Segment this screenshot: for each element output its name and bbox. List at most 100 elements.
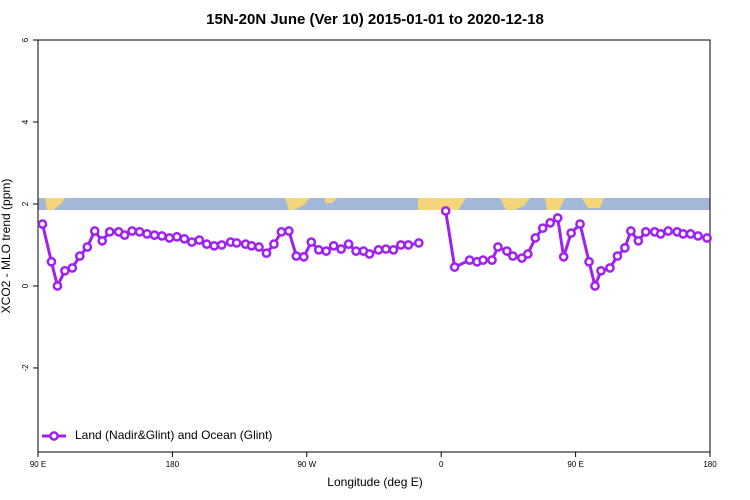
x-tick-label: 180	[703, 460, 717, 469]
x-axis-label: Longitude (deg E)	[327, 475, 422, 489]
point	[626, 226, 636, 236]
point	[530, 233, 541, 243]
point	[306, 237, 317, 247]
point	[149, 230, 160, 240]
legend-label: Land (Nadir&Glint) and Ocean (Glint)	[75, 428, 272, 442]
point	[633, 236, 644, 246]
point	[261, 248, 272, 259]
point	[164, 233, 175, 243]
point	[403, 240, 414, 250]
point	[104, 227, 115, 237]
point	[60, 265, 70, 276]
land	[545, 198, 565, 210]
land	[45, 198, 65, 210]
point	[321, 246, 332, 256]
plot-frame	[37, 39, 711, 453]
point	[201, 239, 212, 250]
point	[364, 249, 375, 259]
point	[74, 251, 85, 261]
x-tick-label: 90 E	[567, 460, 583, 469]
x-tick-label: 90 E	[30, 460, 46, 469]
point	[37, 219, 48, 229]
y-tick-label: 2	[21, 201, 30, 206]
point	[522, 249, 533, 259]
x-tick-label: 90 W	[297, 460, 316, 469]
point	[478, 255, 488, 265]
map-strip	[38, 198, 710, 210]
point	[493, 242, 503, 252]
point	[343, 239, 354, 250]
point	[388, 245, 399, 255]
point	[246, 240, 257, 251]
point	[612, 251, 623, 261]
point	[157, 231, 167, 241]
point	[558, 252, 569, 262]
point	[545, 217, 556, 228]
point	[502, 246, 512, 256]
point	[596, 265, 606, 276]
point	[142, 229, 152, 239]
point	[209, 240, 220, 251]
point	[97, 236, 108, 246]
land	[418, 198, 466, 210]
point	[508, 251, 518, 261]
legend-marker	[49, 431, 59, 441]
point	[678, 229, 688, 239]
y-tick-label: 4	[21, 119, 30, 124]
point	[575, 219, 585, 229]
point	[584, 256, 594, 267]
point	[381, 244, 391, 254]
point	[620, 242, 630, 253]
point	[336, 244, 346, 254]
point	[313, 245, 324, 255]
point	[440, 206, 451, 216]
point	[655, 229, 666, 239]
point	[284, 226, 294, 236]
y-tick-label: 0	[21, 283, 30, 288]
ocean-strip	[38, 198, 710, 210]
point	[186, 237, 197, 247]
point	[269, 239, 279, 250]
point	[590, 281, 600, 291]
point	[291, 251, 302, 261]
point	[702, 233, 712, 243]
point	[179, 233, 190, 244]
land	[325, 198, 337, 203]
chart-title: 15N-20N June (Ver 10) 2015-01-01 to 2020…	[206, 11, 544, 28]
y-tick-label: 6	[21, 37, 30, 42]
point	[552, 213, 563, 223]
point	[640, 227, 651, 237]
point	[449, 262, 460, 272]
point	[464, 255, 475, 265]
land	[582, 198, 604, 208]
point	[216, 240, 227, 250]
point	[413, 238, 424, 248]
point	[254, 242, 264, 252]
point	[693, 231, 703, 241]
point	[537, 223, 548, 234]
y-axis-label: XCO2 - MLO trend (ppm)	[0, 179, 13, 314]
point	[194, 235, 205, 245]
point	[605, 263, 615, 273]
point	[351, 246, 361, 256]
land	[285, 198, 310, 210]
point	[685, 229, 696, 239]
point	[46, 256, 57, 267]
point	[231, 238, 242, 248]
point	[396, 240, 406, 250]
point	[276, 227, 287, 237]
point	[119, 230, 130, 240]
point	[328, 240, 339, 251]
point	[67, 263, 78, 273]
point	[663, 226, 674, 236]
point	[89, 226, 100, 236]
point	[52, 281, 63, 291]
point	[373, 245, 384, 255]
point	[487, 255, 497, 265]
y-tick-label: -2	[21, 364, 30, 372]
point	[298, 252, 309, 262]
x-tick-label: 180	[166, 460, 180, 469]
x-tick-label: 0	[439, 460, 444, 469]
